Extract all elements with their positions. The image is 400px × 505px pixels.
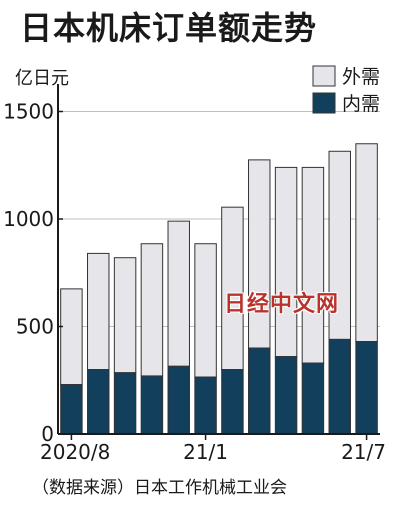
bar-foreign xyxy=(167,220,190,367)
bar-domestic xyxy=(355,341,378,435)
bar-foreign xyxy=(60,288,83,386)
bar-domestic xyxy=(194,376,217,435)
y-axis-unit-label: 亿日元 xyxy=(15,68,69,89)
bar-foreign xyxy=(274,166,298,358)
bar-foreign xyxy=(113,257,137,374)
x-tick-label: 21/1 xyxy=(183,440,228,464)
bar-domestic xyxy=(113,372,137,435)
bar-foreign xyxy=(140,243,164,377)
y-tick-label: 1000 xyxy=(3,207,54,231)
bar-domestic xyxy=(301,362,325,435)
x-tick-label: 2020/8 xyxy=(40,440,110,464)
chart-title: 日本机床订单额走势 xyxy=(20,9,318,47)
bar-foreign xyxy=(194,243,217,378)
legend-swatch-foreign xyxy=(312,65,336,87)
source-note: （数据来源）日本工作机械工业会 xyxy=(32,478,287,498)
y-tick-label: 500 xyxy=(16,315,54,339)
bar-foreign xyxy=(87,252,110,370)
legend-label-foreign: 外需 xyxy=(342,66,380,88)
bar-foreign xyxy=(248,159,271,349)
legend-swatch-domestic xyxy=(312,92,336,114)
y-tick-label: 0 xyxy=(41,422,54,446)
bar-domestic xyxy=(274,356,298,435)
bar-domestic xyxy=(167,365,190,435)
bar-domestic xyxy=(328,338,351,435)
bar-domestic xyxy=(60,384,83,435)
bar-domestic xyxy=(87,369,110,435)
watermark: 日经中文网 xyxy=(224,292,340,317)
bar-domestic xyxy=(221,369,244,435)
legend: 外需 内需 xyxy=(312,65,380,115)
bar-foreign xyxy=(355,143,378,343)
bar-domestic xyxy=(248,347,271,435)
y-tick-label: 1500 xyxy=(3,100,54,124)
x-tick-label: 21/7 xyxy=(341,440,386,464)
bar-foreign xyxy=(301,166,325,364)
legend-label-domestic: 内需 xyxy=(342,93,380,115)
bar-domestic xyxy=(140,375,164,435)
